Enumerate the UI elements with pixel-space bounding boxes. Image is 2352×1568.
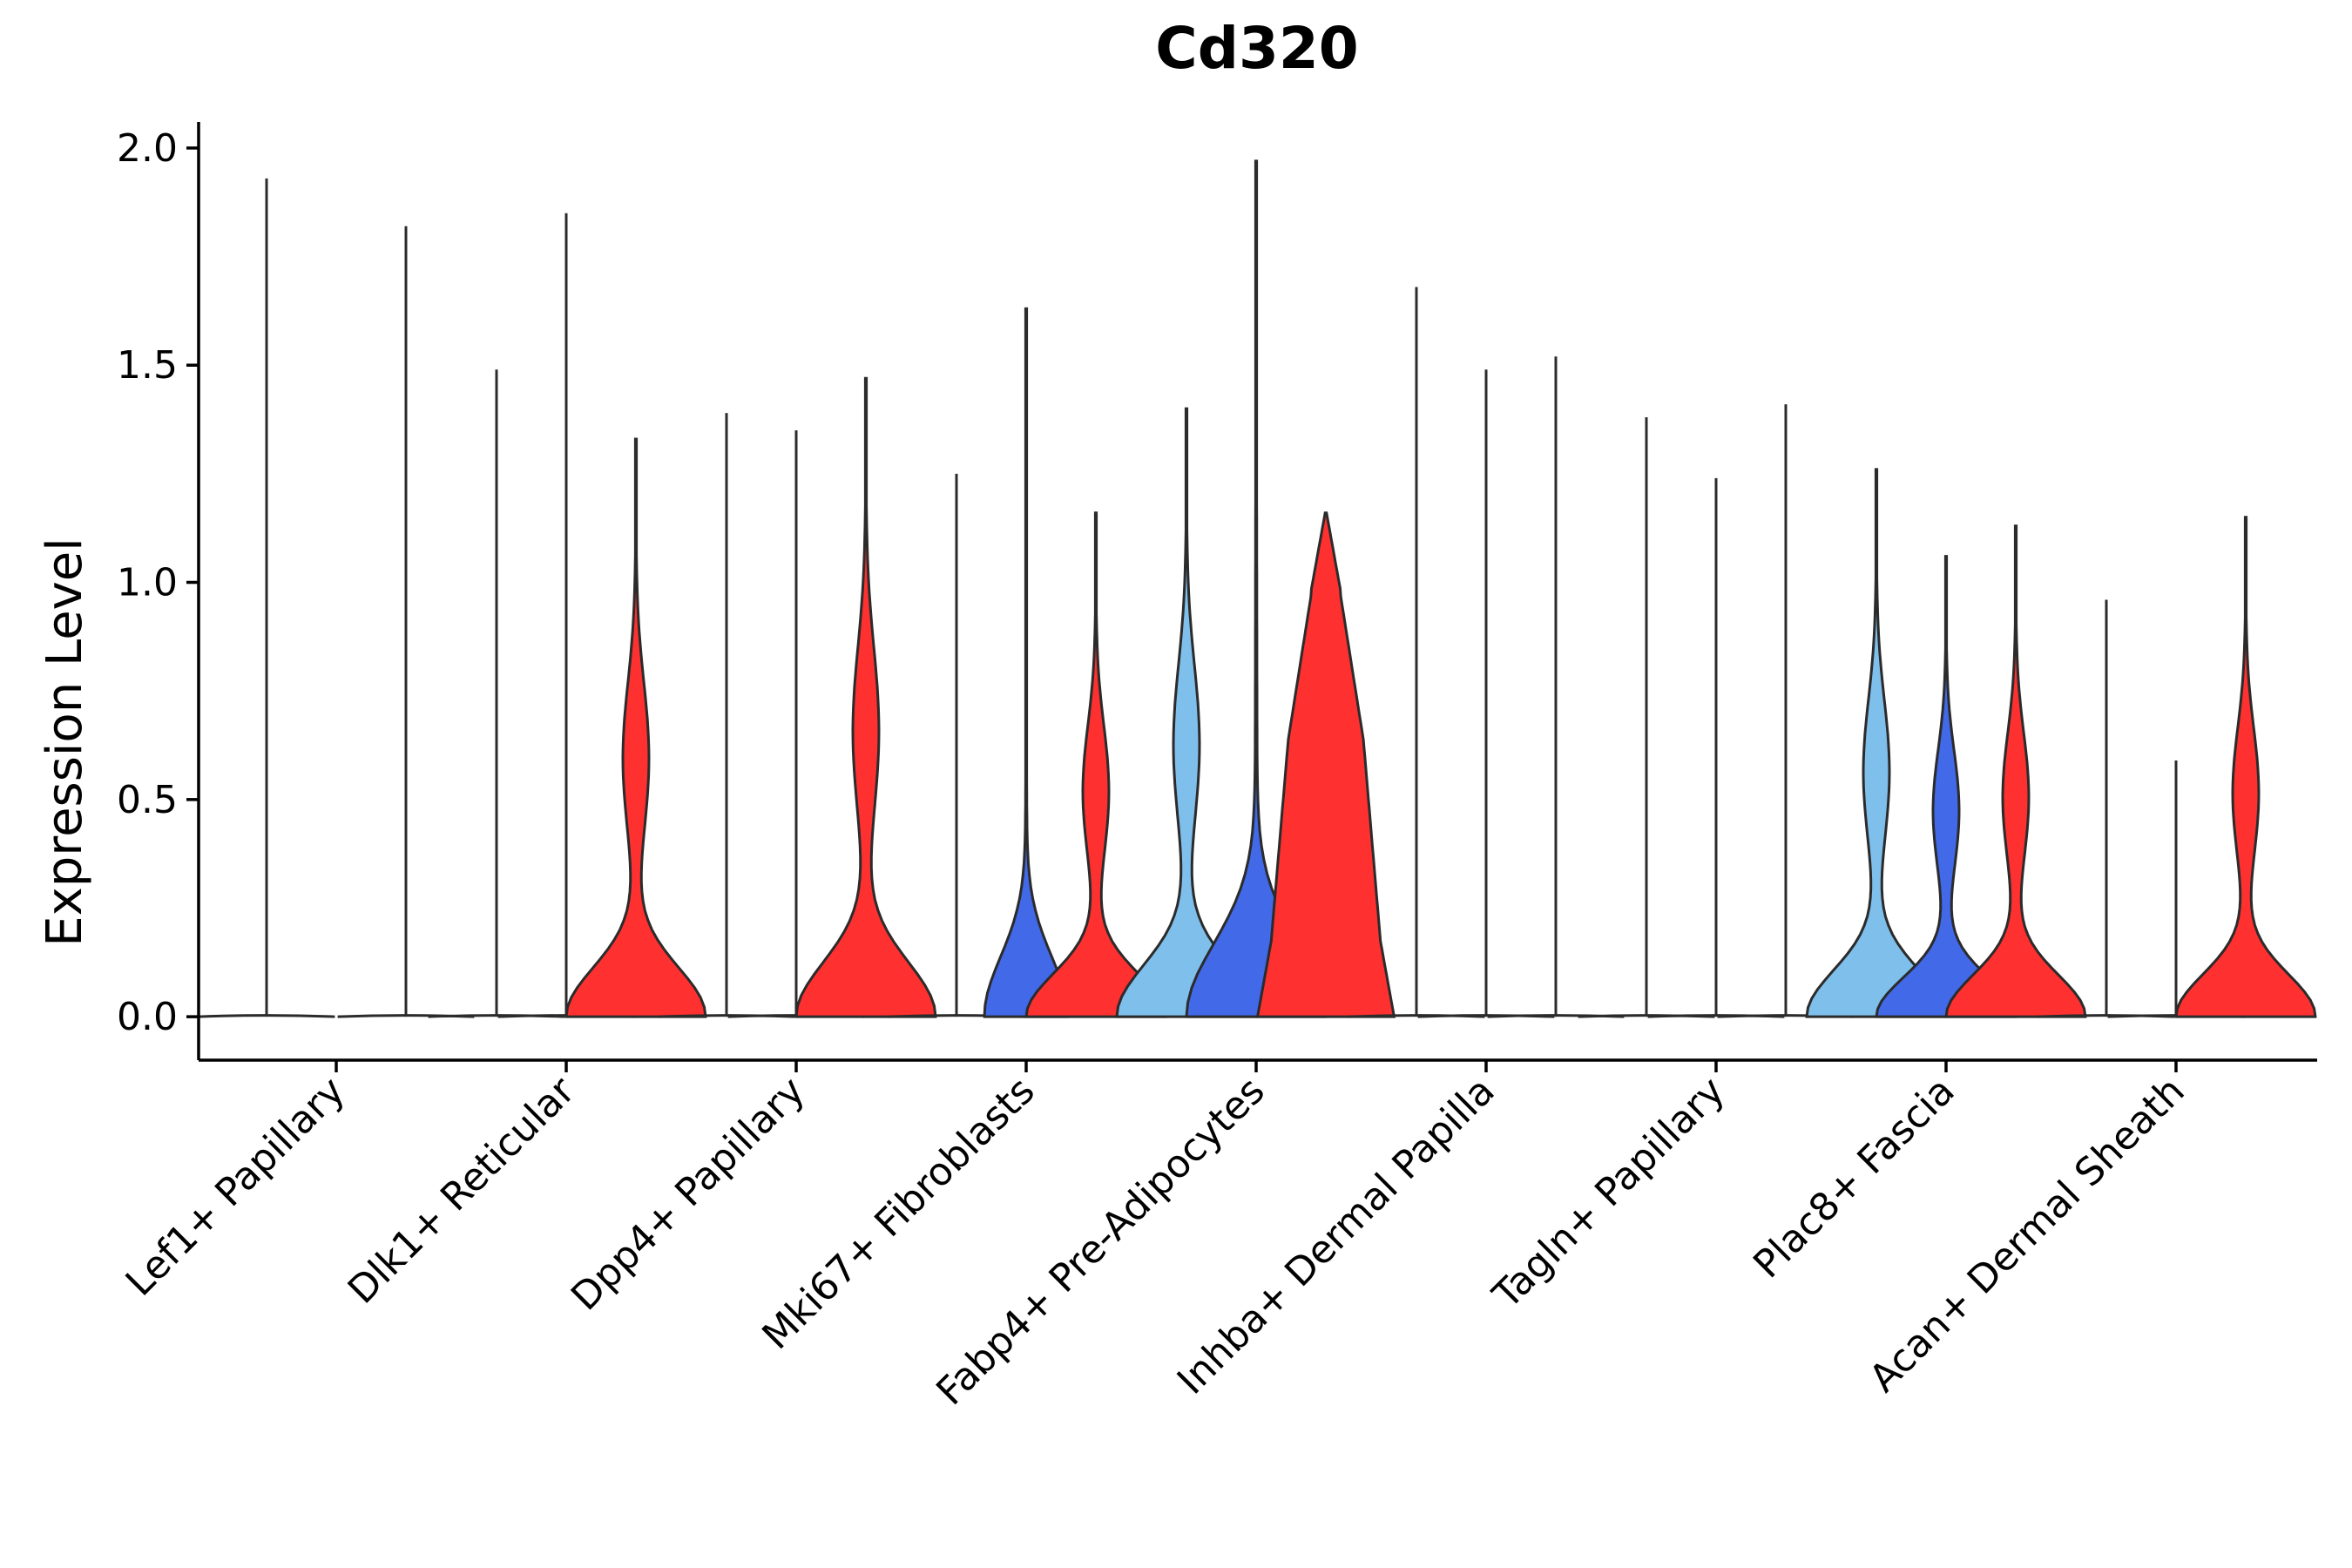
- violin-8-group-1: [1805, 468, 1948, 1018]
- x-tick-label: Dpp4+ Papillary: [563, 1069, 814, 1320]
- x-tick-label: Tagln+ Papillary: [1484, 1069, 1734, 1318]
- violin-layer: [198, 159, 2317, 1018]
- x-tick-label: Plac8+ Fascia: [1745, 1069, 1963, 1288]
- violin-2-group-3: [564, 437, 707, 1018]
- violin-4-group-3: [1024, 511, 1167, 1018]
- violin-9-group-3: [2174, 516, 2317, 1018]
- x-tick-label: Lef1+ Papillary: [118, 1069, 354, 1305]
- y-tick-label: 2.0: [117, 126, 178, 171]
- y-tick-label: 0.5: [117, 778, 178, 822]
- violin-8-group-2: [1875, 555, 2017, 1018]
- violin-5-group-2: [1185, 159, 1328, 1018]
- y-axis-label: Expression Level: [37, 537, 93, 947]
- y-tick-label: 1.5: [117, 343, 178, 388]
- y-tick-label: 0.0: [117, 995, 178, 1039]
- violin-3-group-3: [794, 376, 937, 1018]
- x-tick-label: Dlk1+ Reticular: [340, 1068, 585, 1313]
- violin-5-group-1: [1115, 407, 1258, 1018]
- violin-5-group-3: [1256, 511, 1396, 1018]
- violin-8-group-3: [1944, 524, 2087, 1018]
- violin-4-group-2: [983, 307, 1070, 1018]
- chart-title: Cd320: [1155, 15, 1358, 82]
- y-tick-label: 1.0: [117, 561, 178, 605]
